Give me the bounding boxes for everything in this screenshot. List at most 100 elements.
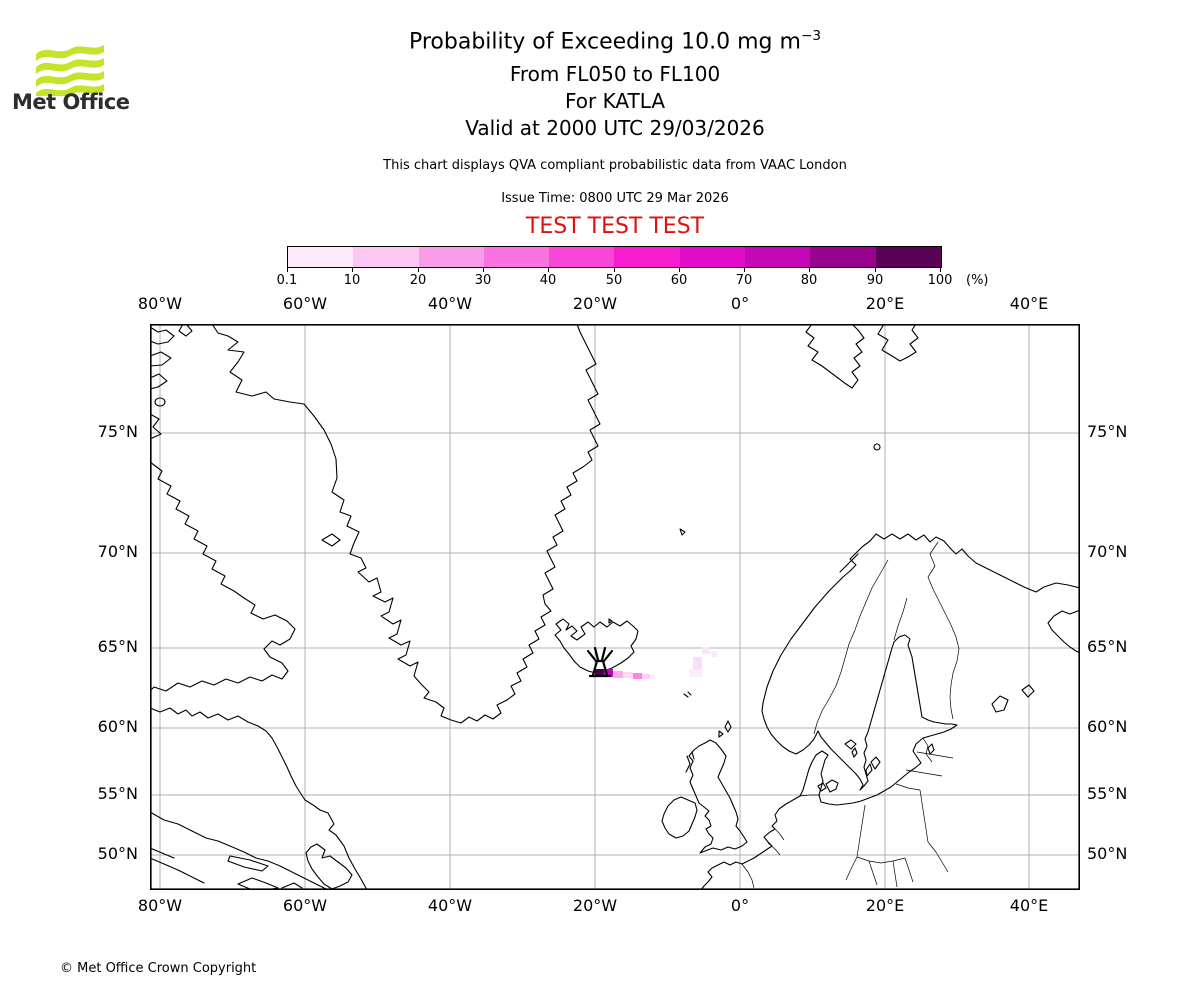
lat-label-right: 50°N (1087, 844, 1128, 863)
colorbar-tick (614, 267, 615, 272)
lon-label-top: 60°W (282, 294, 328, 313)
probability-colorbar (287, 246, 942, 268)
coast-scandinavia-europe (700, 533, 1080, 890)
title-exponent: −3 (800, 28, 822, 44)
coast-white-sea (1047, 609, 1080, 654)
lat-label-left: 50°N (97, 844, 138, 863)
lon-label-bottom: 40°W (427, 896, 473, 915)
colorbar-label: 90 (866, 273, 884, 288)
colorbar-segment (875, 247, 941, 267)
lat-label-right: 70°N (1087, 542, 1128, 561)
lat-label-left: 70°N (97, 542, 138, 561)
met-office-logo-waves (36, 45, 104, 96)
coast-baffin (150, 461, 296, 692)
coast-arctic-island (154, 397, 166, 407)
plume-cell (613, 671, 623, 678)
lat-label-left: 75°N (97, 422, 138, 441)
lake-vanern (844, 739, 857, 750)
colorbar-tick (679, 267, 680, 272)
colorbar-tick (418, 267, 419, 272)
coast-ellesmere (150, 326, 175, 345)
lat-label-left: 60°N (97, 717, 138, 736)
coast-orkney (718, 730, 724, 738)
colorbar-tick (287, 267, 288, 272)
colorbar-segment (679, 247, 746, 267)
coast-stlawrence-north (150, 811, 329, 890)
lat-label-left: 55°N (97, 784, 138, 803)
coast-ireland (661, 796, 698, 839)
coast-bear-island (873, 443, 881, 451)
coast-arctic-island (178, 324, 193, 337)
colorbar-segment (353, 247, 419, 267)
coast-stlawrence-river (150, 847, 175, 859)
met-office-logo-text: Met Office (12, 90, 130, 114)
colorbar-segment (614, 247, 680, 267)
lon-label-bottom: 80°W (137, 896, 183, 915)
lake-onega (1021, 684, 1035, 698)
lon-label-top: 40°E (1009, 294, 1049, 313)
plume-cell (693, 657, 702, 669)
lon-label-bottom: 20°W (572, 896, 618, 915)
lat-label-right: 55°N (1087, 784, 1128, 803)
colorbar-segment (549, 247, 615, 267)
lat-label-right: 60°N (1087, 717, 1128, 736)
plume-cell (642, 674, 650, 679)
coast-hebrides (685, 751, 695, 773)
plume-cell (711, 651, 717, 657)
colorbar-label: 50 (605, 273, 623, 288)
colorbar-label: 40 (539, 273, 557, 288)
colorbar-label: 0.1 (276, 273, 298, 288)
coast-grimsey (608, 618, 613, 624)
coast-disko-island (321, 533, 341, 547)
colorbar-label: 30 (474, 273, 492, 288)
coast-nova-scotia (281, 882, 303, 889)
colorbar-tick (352, 267, 353, 272)
lon-label-top: 0° (730, 294, 750, 313)
lat-label-right: 75°N (1087, 422, 1128, 441)
colorbar-segment (288, 247, 354, 267)
volcano-symbol-katla (586, 646, 614, 678)
subtitle-valid-time: Valid at 2000 UTC 29/03/2026 (465, 116, 765, 140)
qva-note: This chart displays QVA compliant probab… (383, 158, 847, 173)
coast-faroes (683, 691, 692, 698)
lon-label-top: 80°W (137, 294, 183, 313)
plume-cell (595, 669, 604, 677)
lon-label-bottom: 40°E (1009, 896, 1049, 915)
plume-cell (689, 669, 703, 677)
plume-cell (623, 672, 633, 678)
colorbar-label: 10 (343, 273, 361, 288)
lake-vattern (851, 747, 858, 758)
colorbar-segment (810, 247, 876, 267)
lon-label-top: 20°E (865, 294, 905, 313)
plume-cell (650, 675, 655, 679)
title-text: Probability of Exceeding 10.0 mg m (408, 29, 801, 55)
plume-cell (633, 673, 642, 679)
colorbar-tick (875, 267, 876, 272)
coast-nova-scotia (237, 877, 279, 890)
coast-svalbard-east (877, 324, 919, 362)
ash-probability-plume (595, 647, 717, 679)
coast-great-britain (688, 739, 748, 854)
country-borders (741, 541, 960, 889)
coast-devon-island (150, 413, 162, 440)
coast-jan-mayen (679, 528, 686, 536)
plume-cell (604, 669, 613, 677)
coastlines (150, 324, 1080, 890)
coast-newfoundland (305, 843, 353, 890)
colorbar-tick (744, 267, 745, 272)
colorbar-label: 70 (735, 273, 753, 288)
coast-arctic-island (150, 373, 168, 390)
map-canvas (150, 324, 1080, 890)
colorbar-unit: (%) (966, 273, 989, 288)
issue-time: Issue Time: 0800 UTC 29 Mar 2026 (501, 191, 729, 206)
colorbar-segment (483, 247, 550, 267)
coast-labrador (150, 707, 368, 890)
test-banner: TEST TEST TEST (525, 214, 705, 239)
page-title: Probability of Exceeding 10.0 mg m−3 (150, 28, 1080, 54)
lake-ladoga (991, 695, 1009, 713)
colorbar-label: 100 (927, 273, 953, 288)
colorbar-tick (940, 267, 941, 272)
coast-lofoten (839, 553, 859, 573)
coast-greenland (211, 324, 601, 724)
